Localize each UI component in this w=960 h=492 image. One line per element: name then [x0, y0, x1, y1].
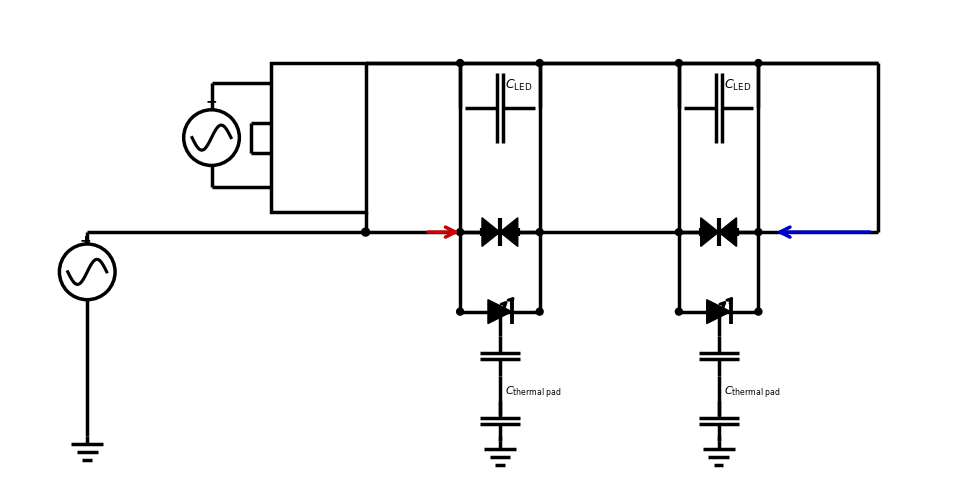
Circle shape: [676, 308, 683, 315]
Circle shape: [537, 60, 543, 66]
Text: $C_{\mathregular{LED}}$: $C_{\mathregular{LED}}$: [505, 78, 532, 93]
Polygon shape: [707, 300, 731, 324]
Bar: [271, 63, 366, 212]
Text: $C_{\mathregular{LED}}$: $C_{\mathregular{LED}}$: [724, 78, 751, 93]
Circle shape: [537, 308, 543, 315]
Circle shape: [457, 308, 464, 315]
Text: $C_{\mathregular{thermal\ pad}}$: $C_{\mathregular{thermal\ pad}}$: [505, 384, 562, 400]
Circle shape: [537, 229, 543, 236]
Polygon shape: [701, 218, 719, 246]
Polygon shape: [500, 218, 517, 246]
Text: +: +: [80, 234, 91, 248]
Polygon shape: [488, 300, 512, 324]
Circle shape: [755, 60, 762, 66]
Circle shape: [60, 244, 115, 300]
Circle shape: [755, 308, 762, 315]
Polygon shape: [482, 218, 500, 246]
Circle shape: [457, 60, 464, 66]
Polygon shape: [719, 218, 736, 246]
Circle shape: [755, 229, 762, 236]
Circle shape: [362, 228, 370, 236]
Circle shape: [676, 229, 683, 236]
Circle shape: [457, 229, 464, 236]
Circle shape: [676, 60, 683, 66]
Text: $C_{\mathregular{thermal\ pad}}$: $C_{\mathregular{thermal\ pad}}$: [724, 384, 780, 400]
Text: +: +: [205, 95, 217, 109]
Circle shape: [183, 110, 239, 165]
